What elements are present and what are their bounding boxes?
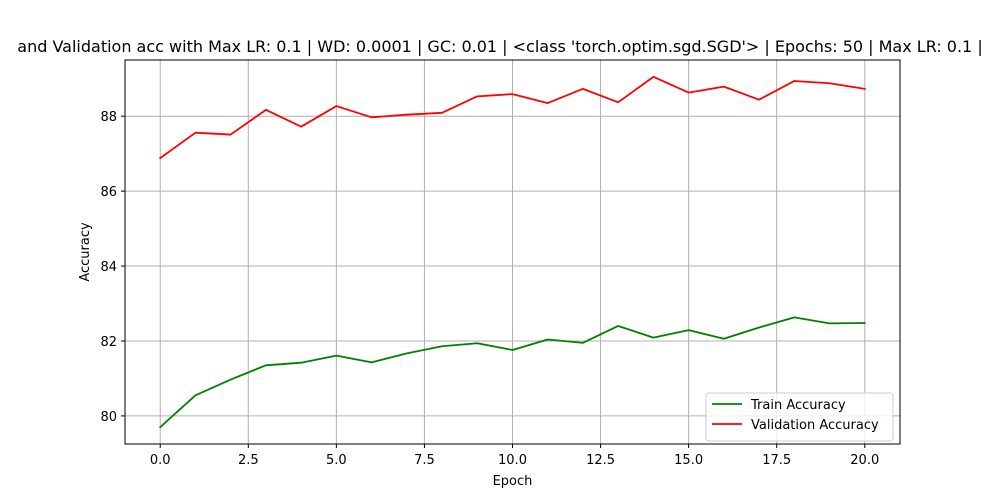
legend-label: Validation Accuracy bbox=[751, 418, 879, 433]
legend-box bbox=[705, 392, 894, 442]
y-tick-label: 88 bbox=[100, 110, 117, 125]
x-tick-label: 7.5 bbox=[414, 453, 435, 468]
legend-label: Train Accuracy bbox=[750, 398, 846, 413]
y-tick-label: 86 bbox=[100, 185, 117, 200]
x-axis-label: Epoch bbox=[493, 474, 533, 489]
y-tick-label: 80 bbox=[100, 410, 117, 425]
x-tick-label: 2.5 bbox=[238, 453, 259, 468]
x-axis-ticks: 0.0 2.5 5.0 7.5 10.0 12.5 15.0 17.5 20.0 bbox=[150, 444, 879, 468]
series bbox=[158, 75, 866, 429]
series-line-train-accuracy bbox=[158, 316, 866, 429]
y-tick-label: 82 bbox=[100, 335, 117, 350]
x-tick-label: 20.0 bbox=[850, 453, 879, 468]
legend: Train Accuracy Validation Accuracy bbox=[705, 392, 894, 442]
series-line-validation-accuracy bbox=[158, 75, 866, 160]
x-tick-label: 12.5 bbox=[586, 453, 615, 468]
x-tick-label: 0.0 bbox=[150, 453, 171, 468]
y-axis-label: Accuracy bbox=[78, 222, 93, 282]
x-tick-label: 15.0 bbox=[674, 453, 703, 468]
legend-items: Train Accuracy Validation Accuracy bbox=[712, 398, 879, 433]
y-axis-ticks: 80 82 84 86 88 bbox=[100, 110, 125, 425]
chart-title: and Validation acc with Max LR: 0.1 | WD… bbox=[17, 37, 982, 56]
x-tick-label: 5.0 bbox=[326, 453, 347, 468]
x-tick-label: 10.0 bbox=[498, 453, 527, 468]
x-tick-label: 17.5 bbox=[762, 453, 791, 468]
y-tick-label: 84 bbox=[100, 260, 117, 275]
